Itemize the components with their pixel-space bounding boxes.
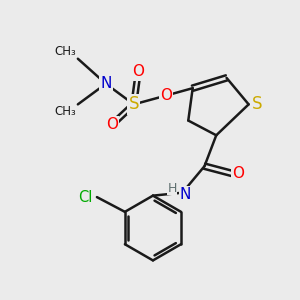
Text: H: H <box>167 182 177 195</box>
Text: O: O <box>132 64 144 80</box>
Text: Cl: Cl <box>78 190 92 205</box>
Text: O: O <box>106 118 118 133</box>
Text: S: S <box>129 95 139 113</box>
Text: N: N <box>180 187 191 202</box>
Text: CH₃: CH₃ <box>55 105 76 118</box>
Text: CH₃: CH₃ <box>55 45 76 58</box>
Text: O: O <box>232 166 244 181</box>
Text: S: S <box>252 95 262 113</box>
Text: O: O <box>160 88 172 103</box>
Text: N: N <box>100 76 112 91</box>
